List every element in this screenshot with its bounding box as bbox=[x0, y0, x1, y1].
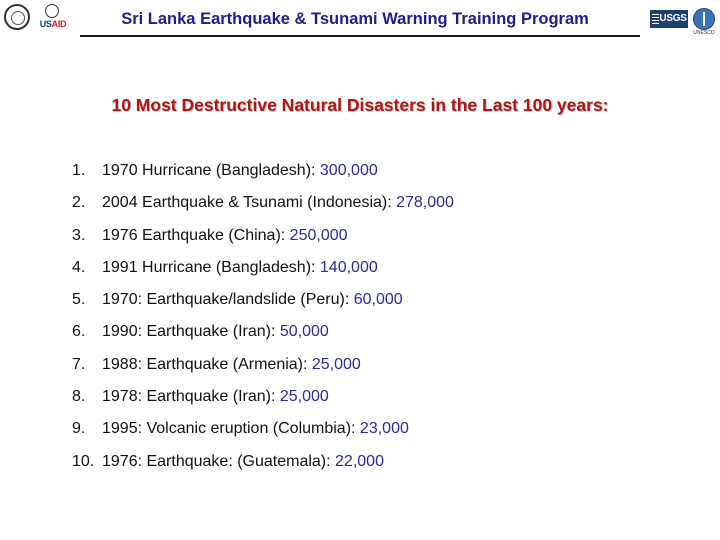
list-item: 8. 1978: Earthquake (Iran): 25,000 bbox=[72, 388, 454, 420]
list-item: 5. 1970: Earthquake/landslide (Peru): 60,… bbox=[72, 291, 454, 323]
item-number: 4. bbox=[72, 258, 86, 276]
slide-subtitle: 10 Most Destructive Natural Disasters in… bbox=[111, 95, 609, 115]
slide-header: USAID Sri Lanka Earthquake & Tsunami War… bbox=[0, 0, 720, 44]
item-count: 22,000 bbox=[335, 452, 384, 470]
seal-logo-icon bbox=[4, 4, 30, 30]
globe-logo-icon bbox=[693, 8, 715, 30]
item-event: 1978: Earthquake (Iran): bbox=[102, 388, 280, 406]
item-count: 50,000 bbox=[279, 323, 329, 341]
item-count: 25,000 bbox=[279, 388, 329, 406]
list-item: 10. 1976: Earthquake: (Guatemala): 22,000 bbox=[72, 453, 454, 485]
item-event: 1970: Earthquake/landslide (Peru): bbox=[102, 291, 354, 309]
usaid-logo-text: USAID bbox=[39, 19, 67, 29]
header-divider bbox=[80, 35, 640, 37]
item-event: 2004 Earthquake & Tsunami (Indonesia): bbox=[102, 194, 397, 212]
item-number: 10. bbox=[72, 452, 95, 470]
usaid-seal-icon bbox=[45, 4, 59, 18]
disaster-list: 1. 1970 Hurricane (Bangladesh): 300,000 2… bbox=[72, 162, 454, 485]
item-number: 7. bbox=[72, 355, 86, 373]
item-number: 8. bbox=[72, 388, 86, 406]
list-item: 9. 1995: Volcanic eruption (Columbia): 23… bbox=[72, 420, 454, 452]
item-event: 1976: Earthquake: (Guatemala): bbox=[102, 452, 336, 470]
item-count: 60,000 bbox=[353, 291, 403, 309]
item-count: 250,000 bbox=[289, 226, 348, 244]
item-event: 1995: Volcanic eruption (Columbia): bbox=[102, 420, 360, 438]
item-count: 25,000 bbox=[311, 355, 361, 373]
list-item: 6. 1990: Earthquake (Iran): 50,000 bbox=[72, 323, 454, 355]
item-event: 1990: Earthquake (Iran): bbox=[102, 323, 280, 341]
item-event: 1988: Earthquake (Armenia): bbox=[102, 355, 312, 373]
globe-logo-caption: UNESCO bbox=[693, 30, 715, 36]
item-event: 1970 Hurricane (Bangladesh): bbox=[102, 162, 320, 179]
item-number: 3. bbox=[72, 226, 86, 244]
item-count: 300,000 bbox=[319, 162, 378, 179]
item-number: 2. bbox=[72, 194, 86, 212]
item-number: 6. bbox=[72, 323, 86, 341]
item-number: 1. bbox=[72, 162, 86, 179]
item-number: 5. bbox=[72, 291, 86, 309]
list-item: 7. 1988: Earthquake (Armenia): 25,000 bbox=[72, 356, 454, 388]
item-number: 9. bbox=[72, 420, 86, 438]
item-event: 1976 Earthquake (China): bbox=[102, 226, 290, 244]
item-count: 278,000 bbox=[396, 194, 454, 212]
usaid-logo-icon: USAID bbox=[36, 4, 70, 34]
list-item: 3. 1976 Earthquake (China): 250,000 bbox=[72, 227, 454, 259]
list-item: 1. 1970 Hurricane (Bangladesh): 300,000 bbox=[72, 162, 454, 194]
item-count: 140,000 bbox=[319, 258, 378, 276]
item-event: 1991 Hurricane (Bangladesh): bbox=[102, 258, 320, 276]
header-title: Sri Lanka Earthquake & Tsunami Warning T… bbox=[121, 10, 589, 28]
list-item: 4. 1991 Hurricane (Bangladesh): 140,000 bbox=[72, 259, 454, 291]
usgs-logo-icon: USGS bbox=[650, 10, 688, 28]
list-item: 2. 2004 Earthquake & Tsunami (Indonesia):… bbox=[72, 194, 454, 226]
item-count: 23,000 bbox=[359, 420, 409, 438]
